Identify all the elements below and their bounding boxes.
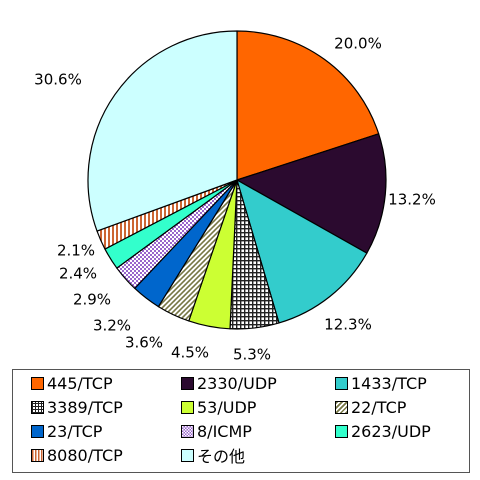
slice-value-label: 30.6%: [34, 71, 82, 89]
slice-value-label: 2.4%: [59, 265, 97, 283]
pie-chart: 20.0% 13.2% 12.3% 5.3% 4.5% 3.6%3.2% 2.9% 2.4% 2…: [34, 30, 436, 364]
legend-swatch: [181, 448, 194, 462]
legend-label: 2330/UDP: [197, 373, 277, 393]
legend-label: 2623/UDP: [351, 421, 431, 441]
legend-item-23-tcp: 23/TCP: [31, 420, 102, 442]
legend-swatch: [181, 424, 194, 438]
legend-item-8080-tcp: 8080/TCP: [31, 444, 123, 466]
legend-item-other: その他: [181, 444, 245, 466]
legend-item-1433-tcp: 1433/TCP: [335, 372, 427, 394]
slice-value-label: 5.3%: [233, 346, 271, 364]
legend-swatch: [31, 400, 44, 414]
pie-slice-445-tcp: [236, 30, 380, 181]
legend-swatch: [181, 400, 194, 414]
slice-value-label: 3.2%: [93, 317, 131, 335]
pie-slice-2330-udp: [236, 133, 387, 254]
legend-label: 3389/TCP: [47, 397, 123, 417]
legend-label: その他: [197, 447, 246, 466]
legend-swatch: [335, 376, 348, 390]
legend-item-2623-udp: 2623/UDP: [335, 420, 431, 442]
slice-value-label: 3.6%: [125, 334, 163, 352]
pie-slice-1433-tcp: [236, 179, 368, 324]
legend-item-53-udp: 53/UDP: [181, 396, 256, 418]
chart-legend: 445/TCP 2330/UDP 1433/TCP 3389/TCP 53/UDP 22/…: [12, 369, 470, 473]
legend-swatch: [335, 424, 348, 438]
pie-slice-other: [87, 30, 238, 232]
legend-swatch: [31, 424, 44, 438]
slice-value-label: 13.2%: [388, 191, 436, 209]
legend-swatch: [31, 448, 44, 462]
slice-value-label: 2.1%: [57, 242, 95, 260]
legend-item-445-tcp: 445/TCP: [31, 372, 113, 394]
slice-value-label: 4.5%: [171, 344, 209, 362]
legend-swatch: [335, 400, 348, 414]
legend-label: 23/TCP: [47, 421, 103, 441]
legend-item-3389-tcp: 3389/TCP: [31, 396, 123, 418]
slice-value-label: 2.9%: [73, 291, 111, 309]
legend-label: 22/TCP: [351, 397, 407, 417]
legend-label: 8/ICMP: [197, 421, 252, 441]
slice-value-label: 20.0%: [334, 35, 382, 53]
legend-label: 1433/TCP: [351, 373, 427, 393]
slice-value-label: 12.3%: [324, 316, 372, 334]
legend-item-8-icmp: 8/ICMP: [181, 420, 252, 442]
legend-label: 53/UDP: [197, 397, 257, 417]
legend-swatch: [181, 376, 194, 390]
legend-swatch: [31, 376, 44, 390]
legend-item-22-tcp: 22/TCP: [335, 396, 406, 418]
legend-item-2330-udp: 2330/UDP: [181, 372, 277, 394]
legend-label: 8080/TCP: [47, 445, 123, 465]
legend-label: 445/TCP: [47, 373, 113, 393]
